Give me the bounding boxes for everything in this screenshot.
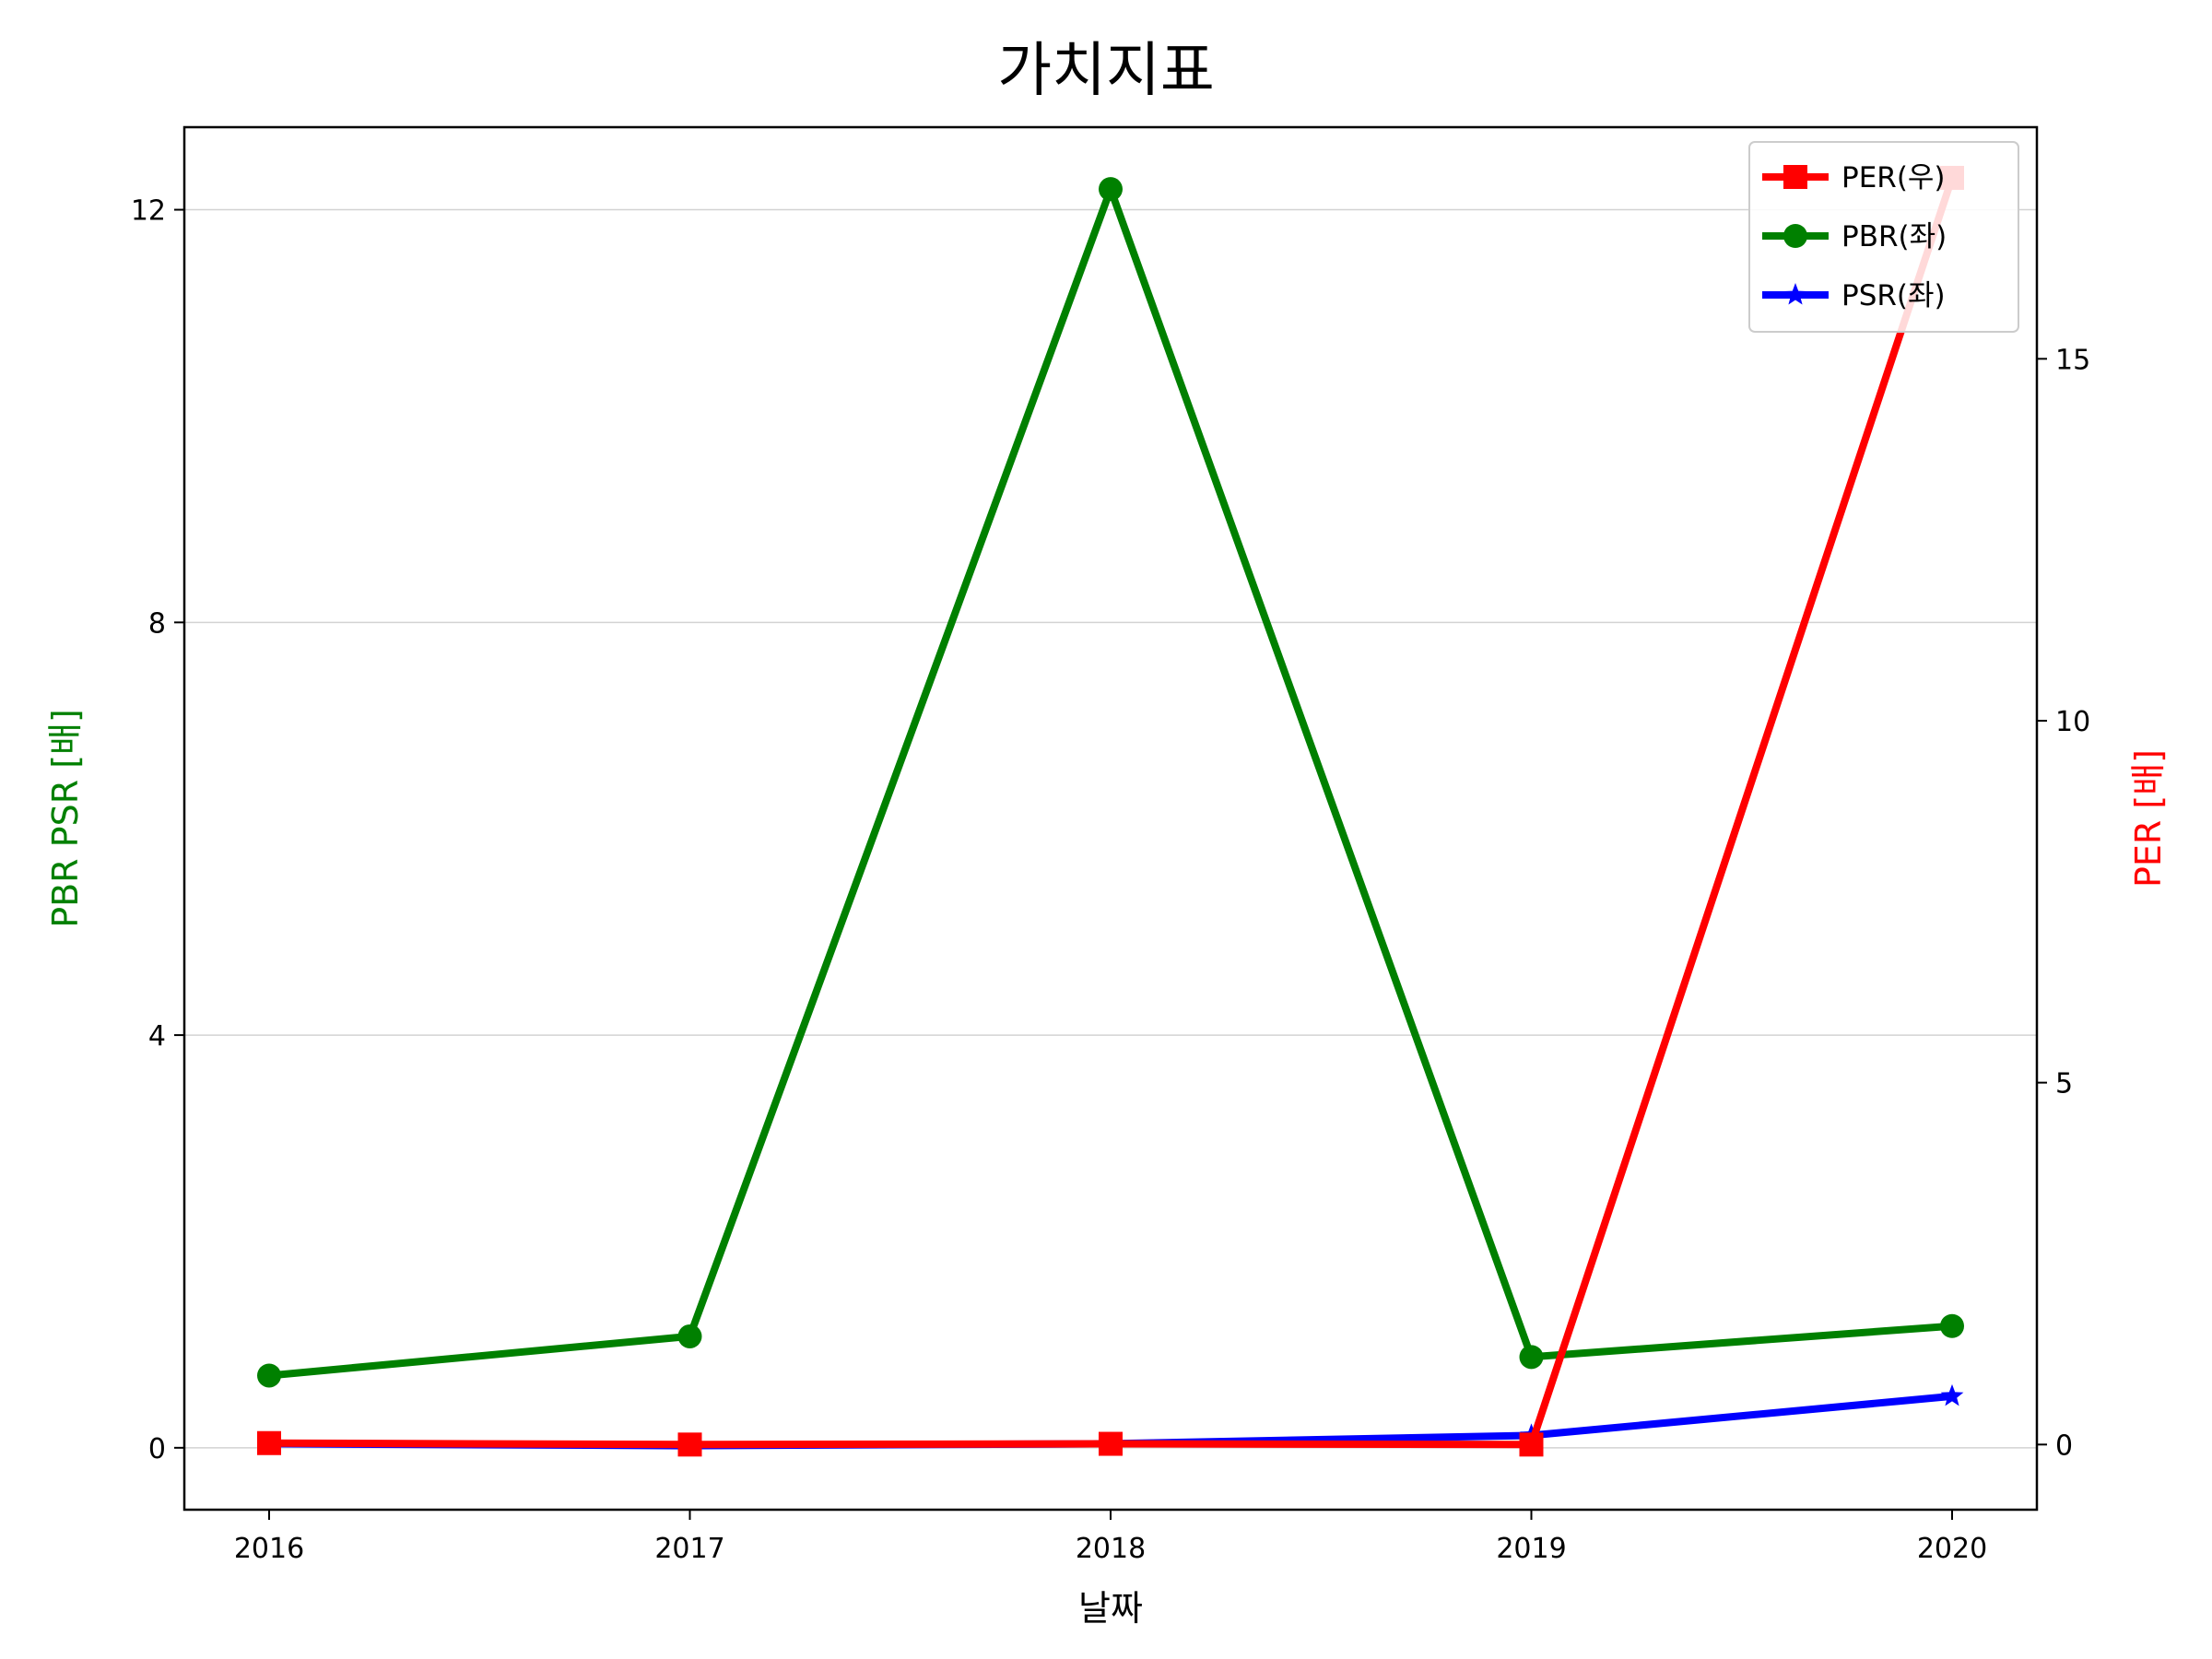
legend-label-per: PER(우) <box>1841 161 1946 194</box>
point-per-2016 <box>257 1430 281 1455</box>
y-right-tick-label-10: 10 <box>2055 706 2090 738</box>
point-per-2018 <box>1099 1431 1123 1456</box>
x-tick-label-2016: 2016 <box>234 1533 304 1565</box>
y-right-tick-label-5: 5 <box>2055 1068 2073 1100</box>
legend-marker-pbr <box>1783 224 1807 248</box>
data-series <box>257 165 1964 1457</box>
legend-label-psr: PSR(좌) <box>1841 279 1946 312</box>
legend-marker-per <box>1783 165 1807 189</box>
x-axis: 2016 2017 2018 2019 2020 <box>234 1510 1987 1565</box>
series-pbr <box>257 177 1964 1388</box>
point-pbr-2019 <box>1519 1345 1544 1370</box>
legend: PER(우) PBR(좌) PSR(좌) <box>1748 141 2019 333</box>
x-tick-label-2019: 2019 <box>1496 1533 1566 1565</box>
point-per-2017 <box>677 1432 702 1457</box>
y-left-tick-label-8: 8 <box>148 607 166 640</box>
point-pbr-2018 <box>1099 177 1123 202</box>
point-pbr-2016 <box>257 1363 281 1388</box>
y-left-tick-label-0: 0 <box>148 1433 166 1465</box>
legend-box <box>1748 141 2019 333</box>
legend-label-pbr: PBR(좌) <box>1841 220 1947 253</box>
chart-title: 가치지표 <box>997 37 1215 105</box>
point-pbr-2020 <box>1940 1313 1964 1338</box>
y-right-tick-label-15: 15 <box>2055 344 2090 376</box>
y-left-tick-label-12: 12 <box>131 195 166 228</box>
y-axis-left: 0 4 8 12 <box>131 195 184 1465</box>
point-per-2019 <box>1519 1432 1544 1457</box>
x-tick-label-2020: 2020 <box>1917 1533 1987 1565</box>
x-tick-label-2017: 2017 <box>654 1533 724 1565</box>
y-right-tick-label-0: 0 <box>2055 1430 2073 1462</box>
y-left-tick-label-4: 4 <box>148 1020 166 1053</box>
point-psr-2020 <box>1940 1383 1964 1406</box>
point-pbr-2017 <box>677 1324 702 1348</box>
y-axis-right: 0 5 10 15 <box>2037 344 2090 1462</box>
y-axis-label-right: PER [배] <box>2128 749 2169 888</box>
y-axis-label-left: PBR PSR [배] <box>45 709 86 928</box>
x-axis-label: 날짜 <box>1078 1588 1143 1629</box>
legend-marker-psr <box>1783 283 1807 305</box>
x-tick-label-2018: 2018 <box>1076 1533 1146 1565</box>
